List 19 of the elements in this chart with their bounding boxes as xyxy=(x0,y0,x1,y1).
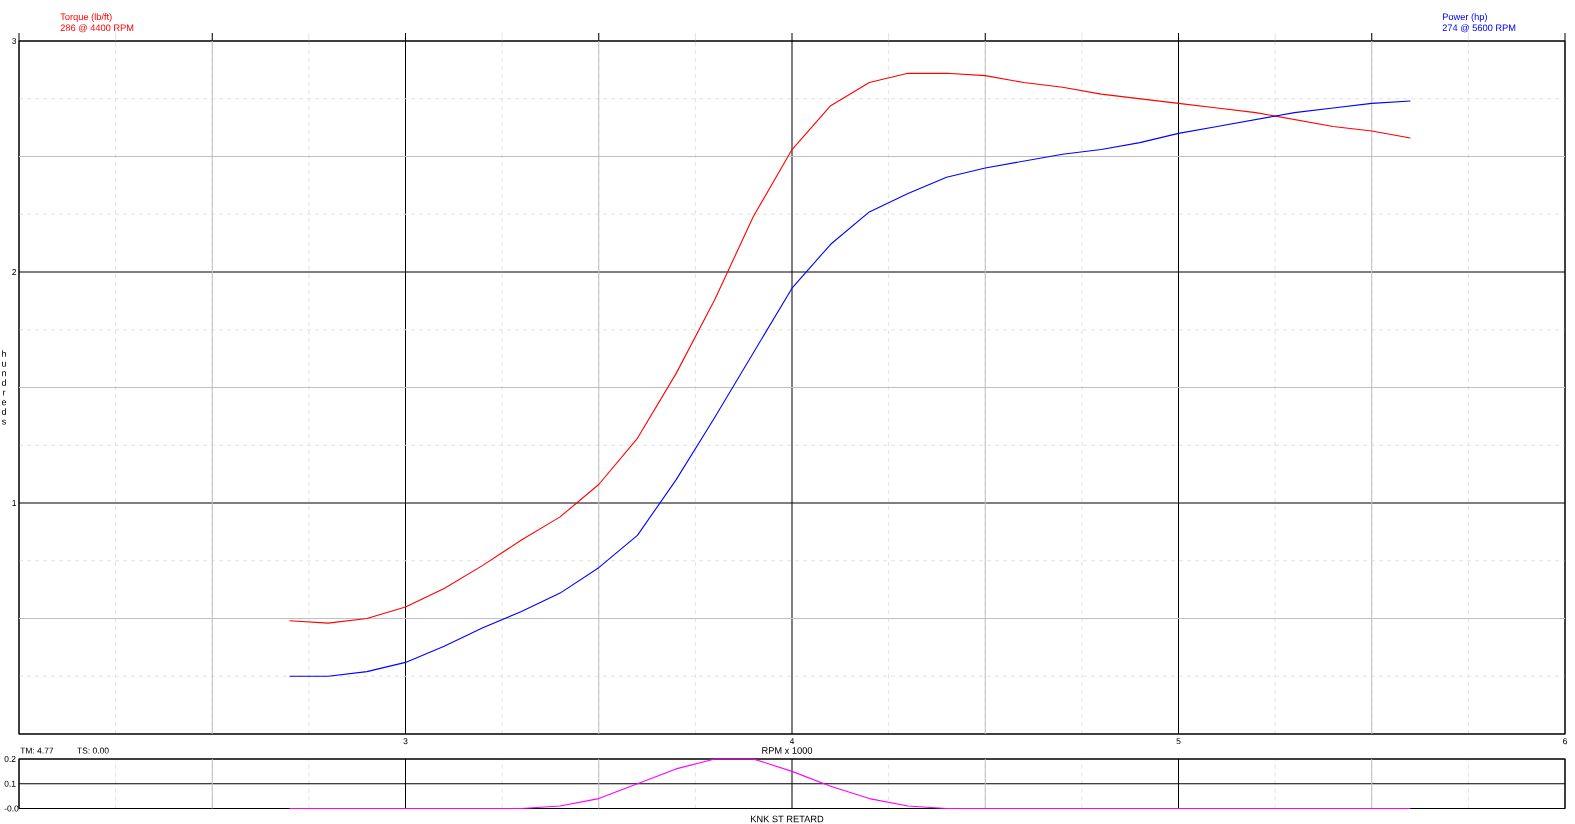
x-axis-title: RPM x 1000 xyxy=(762,747,813,754)
x-tick-label: 3 xyxy=(403,738,408,745)
y-tick-label: 3 xyxy=(12,37,17,44)
y-axis-title: hundreds xyxy=(1,350,7,425)
x-tick-label: 4 xyxy=(789,738,795,745)
y-tick-label: 0.2 xyxy=(4,756,16,762)
y-tick-label: 0.1 xyxy=(4,780,16,787)
text: 274 @ 5600 RPM xyxy=(1442,24,1516,33)
text: TM: 4.77 xyxy=(20,747,54,754)
x-tick-label: 6 xyxy=(1563,738,1567,745)
text: TS: 0.00 xyxy=(77,747,109,754)
x-tick-label: 5 xyxy=(1176,738,1181,745)
x-axis-title: KNK ST RETARD xyxy=(751,815,824,823)
text: Power (hp) xyxy=(1442,13,1487,22)
text: Torque (lb/ft) xyxy=(60,13,112,22)
text: 286 @ 4400 RPM xyxy=(60,24,134,33)
y-tick-label: 2 xyxy=(12,269,17,275)
y-tick-label: -0.0 xyxy=(4,805,19,812)
y-tick-label: 1 xyxy=(12,500,17,506)
